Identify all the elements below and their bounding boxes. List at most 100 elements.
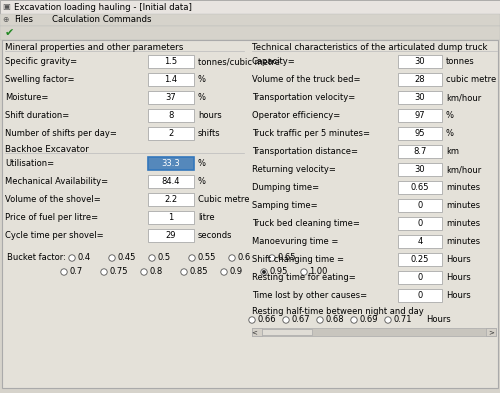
Text: 37: 37 [166,93,176,102]
Circle shape [385,317,391,323]
Text: Number of shifts per day=: Number of shifts per day= [5,130,117,138]
FancyBboxPatch shape [148,91,194,104]
Text: 33.3: 33.3 [162,159,180,168]
Text: Files: Files [14,15,33,24]
Circle shape [109,255,115,261]
FancyBboxPatch shape [398,55,442,68]
Text: tonnes/cubic metre: tonnes/cubic metre [198,57,280,66]
Text: 0.85: 0.85 [189,268,208,277]
Text: Swelling factor=: Swelling factor= [5,75,74,84]
Circle shape [221,269,227,275]
Text: 30: 30 [414,165,426,174]
FancyBboxPatch shape [398,145,442,158]
FancyBboxPatch shape [262,329,312,335]
Text: 30: 30 [414,57,426,66]
Text: minutes: minutes [446,220,480,228]
Text: tonnes: tonnes [446,57,475,66]
Text: Hours: Hours [446,255,471,264]
Text: 0.8: 0.8 [149,268,162,277]
Text: 0: 0 [418,273,422,282]
Text: 2: 2 [168,129,173,138]
Text: 84.4: 84.4 [162,177,180,186]
FancyBboxPatch shape [148,193,194,206]
Text: 0.67: 0.67 [291,316,310,325]
Text: km/hour: km/hour [446,165,481,174]
Text: Mechanical Availability=: Mechanical Availability= [5,178,108,187]
Text: %: % [446,130,454,138]
Circle shape [301,269,307,275]
Text: %: % [198,75,206,84]
Circle shape [269,255,275,261]
Text: Capacity=: Capacity= [252,57,296,66]
Text: Transportation distance=: Transportation distance= [252,147,358,156]
Circle shape [249,317,255,323]
FancyBboxPatch shape [148,211,194,224]
FancyBboxPatch shape [486,328,496,336]
FancyBboxPatch shape [398,91,442,104]
Text: 0.69: 0.69 [359,316,378,325]
Text: 0.66: 0.66 [257,316,276,325]
Text: 1.5: 1.5 [164,57,177,66]
Circle shape [262,270,266,274]
Text: Calculation Commands: Calculation Commands [52,15,152,24]
FancyBboxPatch shape [148,229,194,242]
Text: <: < [251,329,257,335]
Text: Cubic metre: Cubic metre [198,195,250,204]
Text: 0.65: 0.65 [411,183,429,192]
Text: Volume of the shovel=: Volume of the shovel= [5,195,101,204]
Circle shape [189,255,195,261]
Text: Hours: Hours [446,274,471,283]
Text: Shift duration=: Shift duration= [5,112,69,121]
Text: 1.00: 1.00 [309,268,328,277]
Text: %: % [198,94,206,103]
Circle shape [229,255,235,261]
FancyBboxPatch shape [252,328,262,336]
Text: Shift changing time =: Shift changing time = [252,255,344,264]
Text: ⊕: ⊕ [2,15,8,24]
Text: 30: 30 [414,93,426,102]
Text: Bucket factor:: Bucket factor: [7,253,66,263]
Text: Specific gravity=: Specific gravity= [5,57,77,66]
Circle shape [149,255,155,261]
Text: Volume of the truck bed=: Volume of the truck bed= [252,75,360,84]
Circle shape [283,317,289,323]
Text: shifts: shifts [198,130,220,138]
Text: 1.4: 1.4 [164,75,177,84]
Text: km/hour: km/hour [446,94,481,103]
Text: 0.65: 0.65 [277,253,295,263]
Text: Manoevuring time =: Manoevuring time = [252,237,338,246]
Text: Hours: Hours [446,292,471,301]
FancyBboxPatch shape [398,163,442,176]
Text: Operator efficiency=: Operator efficiency= [252,112,340,121]
Text: Cycle time per shovel=: Cycle time per shovel= [5,231,103,241]
FancyBboxPatch shape [148,157,194,170]
Text: hours: hours [198,112,222,121]
Text: Truck traffic per 5 minutes=: Truck traffic per 5 minutes= [252,130,370,138]
Text: minutes: minutes [446,202,480,211]
Text: minutes: minutes [446,184,480,193]
Text: Dumping time=: Dumping time= [252,184,319,193]
FancyBboxPatch shape [398,235,442,248]
FancyBboxPatch shape [148,73,194,86]
Text: 0.45: 0.45 [117,253,136,263]
Text: 0.5: 0.5 [157,253,170,263]
Text: 0.55: 0.55 [197,253,216,263]
Text: Price of fuel per litre=: Price of fuel per litre= [5,213,98,222]
Circle shape [69,255,75,261]
Text: 8: 8 [168,111,173,120]
Text: 97: 97 [414,111,426,120]
Text: seconds: seconds [198,231,232,241]
Text: 0: 0 [418,291,422,300]
FancyBboxPatch shape [2,40,498,388]
Text: minutes: minutes [446,237,480,246]
FancyBboxPatch shape [148,127,194,140]
Text: km: km [446,147,459,156]
Text: Samping time=: Samping time= [252,202,318,211]
Text: 0.9: 0.9 [229,268,242,277]
Circle shape [181,269,187,275]
Text: 1: 1 [168,213,173,222]
Text: Utilisation=: Utilisation= [5,160,54,169]
Text: Excavation loading hauling - [Initial data]: Excavation loading hauling - [Initial da… [14,2,192,11]
Text: 0: 0 [418,201,422,210]
Circle shape [101,269,107,275]
